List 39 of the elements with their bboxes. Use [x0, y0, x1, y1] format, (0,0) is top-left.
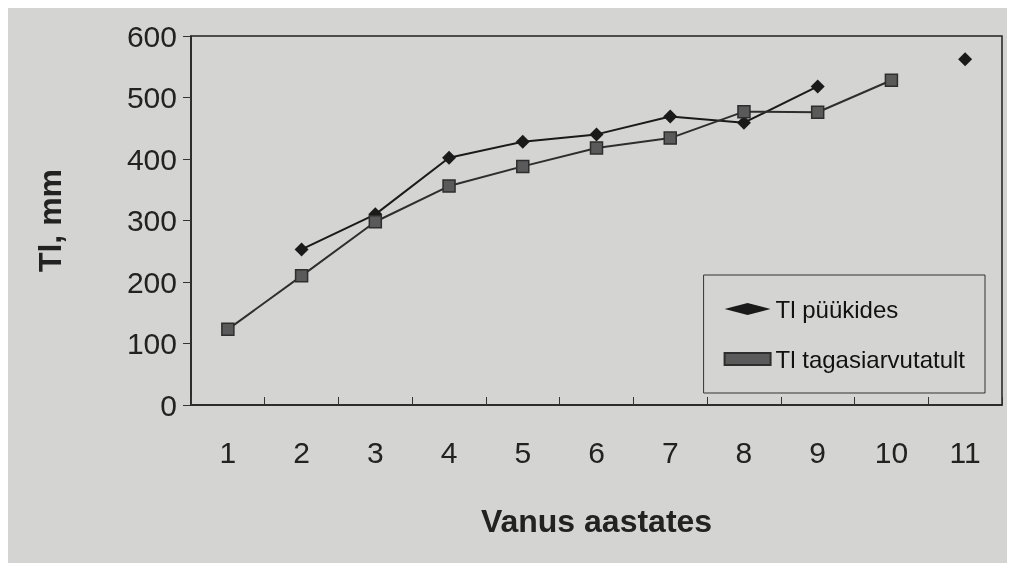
y-tick-label: 400	[126, 142, 177, 176]
x-tick-label: 3	[366, 435, 384, 469]
x-tick-label: 7	[661, 435, 679, 469]
point	[810, 105, 825, 120]
x-tick-label: 10	[874, 435, 909, 469]
point	[663, 109, 678, 124]
y-tick-label: 200	[126, 265, 177, 299]
y-tick-label: 100	[126, 327, 177, 360]
x-axis-title: Vanus aastates	[480, 503, 713, 539]
x-tick-label: 9	[809, 435, 827, 469]
x-tick-label: 6	[588, 435, 605, 469]
x-tick-label: 4	[440, 435, 458, 469]
point	[221, 322, 235, 337]
x-tick-label: 8	[735, 435, 753, 469]
point	[442, 150, 457, 165]
point	[368, 214, 383, 229]
point	[884, 73, 899, 88]
x-tick-label: 1	[219, 435, 237, 469]
point	[810, 79, 825, 94]
point	[515, 134, 530, 149]
y-tick-label: 0	[160, 388, 177, 422]
x-tick-label: 11	[949, 435, 981, 469]
x-tick-label: 2	[293, 435, 310, 469]
point	[294, 242, 309, 257]
y-tick-label: 500	[126, 81, 177, 114]
point	[737, 104, 751, 119]
point	[958, 52, 973, 67]
y-axis-title: Tl, mm	[32, 168, 68, 273]
legend-label: Tl püükides	[775, 295, 899, 323]
point	[589, 127, 604, 142]
point	[442, 179, 456, 193]
legend-label: Tl tagasiarvutatult	[775, 345, 966, 373]
point	[663, 131, 677, 145]
point	[294, 269, 309, 283]
point	[589, 141, 604, 155]
x-tick-label: 5	[514, 435, 532, 469]
point	[516, 159, 530, 174]
y-tick-label: 300	[126, 204, 177, 237]
y-tick-label: 600	[126, 19, 177, 53]
